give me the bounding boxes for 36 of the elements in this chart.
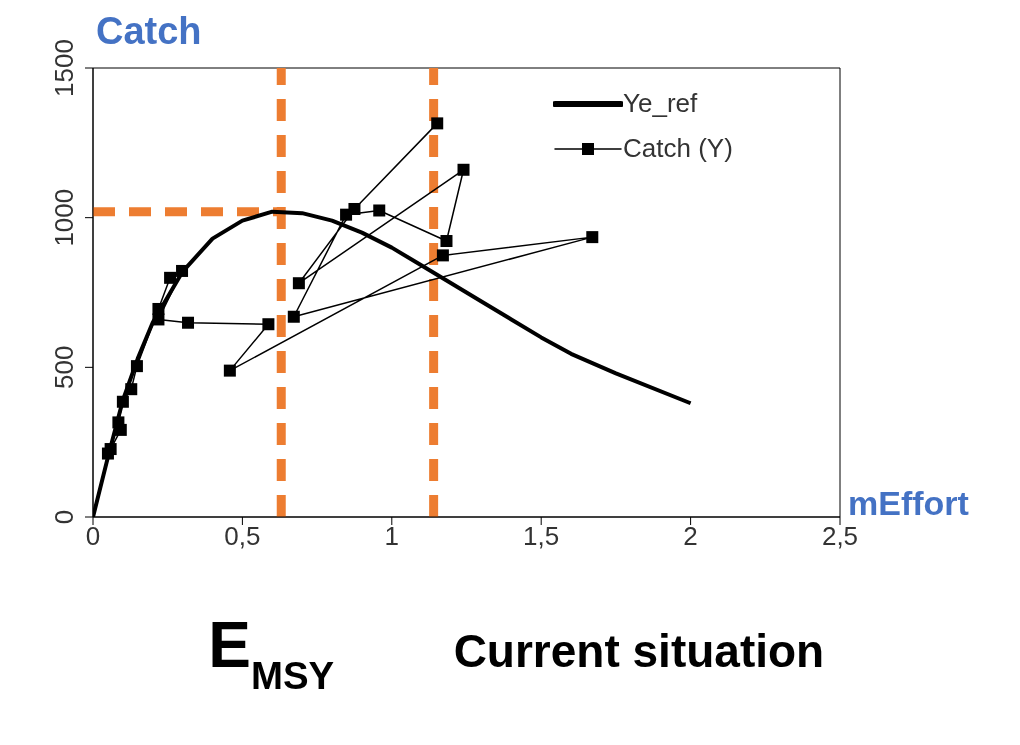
point <box>373 204 386 217</box>
point <box>457 163 470 176</box>
y-tick-label: 1000 <box>49 188 79 247</box>
point <box>125 383 138 396</box>
y-tick-label: 1500 <box>49 39 79 97</box>
point <box>164 271 177 284</box>
point <box>287 310 300 323</box>
point <box>176 264 189 277</box>
point <box>116 395 129 408</box>
point <box>586 231 599 244</box>
x-axis-title: mEffort <box>848 484 969 522</box>
point <box>182 316 195 329</box>
x-tick-label: 0,5 <box>224 521 261 552</box>
point <box>152 313 165 326</box>
y-axis-title: Catch <box>96 10 202 53</box>
point <box>130 360 143 373</box>
ref-line-label: E$_{MSY}$ <box>208 609 335 697</box>
x-tick-label: 2,5 <box>821 521 859 552</box>
point <box>262 318 275 331</box>
point <box>348 202 361 215</box>
point <box>104 443 117 456</box>
point <box>436 249 449 262</box>
x-tick-label: 0 <box>85 521 101 552</box>
point <box>292 277 305 290</box>
legend-label: Ye_ref <box>623 88 698 119</box>
point <box>112 416 125 429</box>
x-tick-label: 1 <box>384 521 400 552</box>
y-tick-label: 500 <box>49 345 79 390</box>
point <box>440 235 453 248</box>
legend-label: Catch (Y) <box>623 133 733 164</box>
y-tick-label: 0 <box>49 509 79 525</box>
x-tick-label: 2 <box>683 521 698 552</box>
point <box>431 117 444 130</box>
x-tick-label: 1,5 <box>523 521 560 552</box>
ref-line-label: Current situation <box>453 625 825 677</box>
point <box>223 364 236 377</box>
